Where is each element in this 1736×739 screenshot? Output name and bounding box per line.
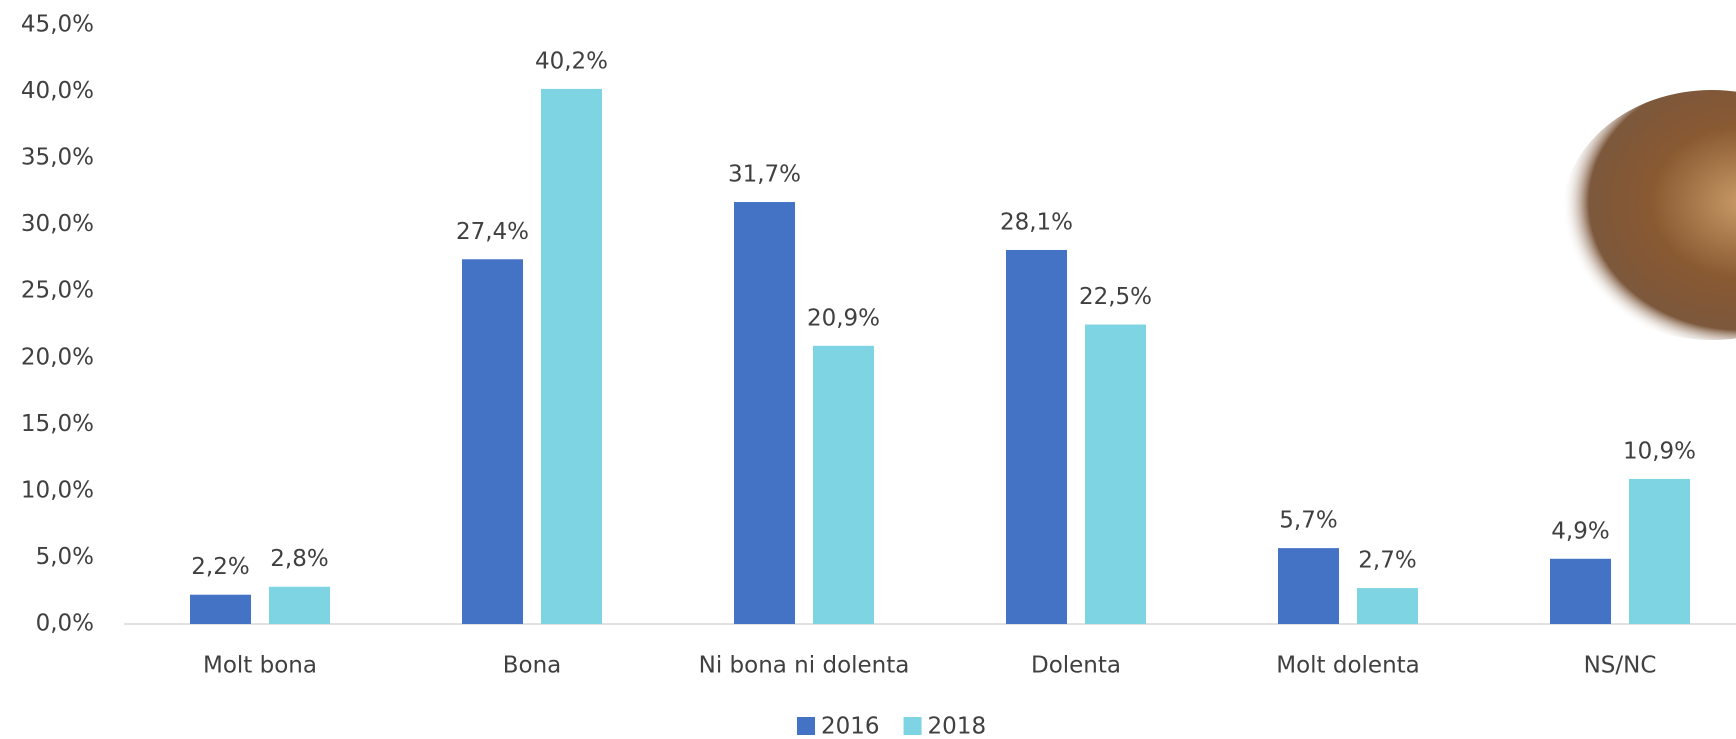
- value-label: 2,7%: [1358, 548, 1416, 574]
- value-label: 5,7%: [1279, 508, 1337, 534]
- y-tick-label: 40,0%: [21, 78, 94, 104]
- y-tick-label: 5,0%: [36, 544, 94, 570]
- x-tick-label: Bona: [503, 653, 562, 679]
- bar: [269, 587, 330, 624]
- bar: [734, 202, 795, 624]
- x-tick-label: Molt dolenta: [1276, 653, 1420, 679]
- value-label: 31,7%: [728, 162, 801, 188]
- y-tick-label: 15,0%: [21, 411, 94, 437]
- bar: [1006, 250, 1067, 624]
- legend-label: 2018: [928, 714, 987, 739]
- bar: [813, 346, 874, 624]
- bar: [462, 259, 523, 624]
- value-label: 27,4%: [456, 219, 529, 245]
- bar: [1085, 325, 1146, 625]
- x-tick-label: Molt bona: [203, 653, 317, 679]
- legend-label: 2016: [821, 714, 880, 739]
- y-tick-label: 35,0%: [21, 145, 94, 171]
- value-label: 20,9%: [807, 305, 880, 331]
- y-tick-label: 0,0%: [36, 611, 94, 637]
- x-tick-label: Dolenta: [1031, 653, 1121, 679]
- bar: [1278, 548, 1339, 624]
- x-tick-label: NS/NC: [1584, 653, 1657, 679]
- bar: [1629, 479, 1690, 624]
- y-tick-label: 20,0%: [21, 344, 94, 370]
- y-tick-label: 30,0%: [21, 211, 94, 237]
- bar: [1550, 559, 1611, 624]
- decorative-photo: [1562, 90, 1736, 340]
- x-tick-label: Ni bona ni dolenta: [699, 653, 910, 679]
- chart: 0,0% 5,0% 10,0% 15,0% 20,0% 25,0% 30,0% 35,0% 40…: [0, 0, 1736, 739]
- y-tick-label: 10,0%: [21, 477, 94, 503]
- bar: [541, 89, 602, 624]
- value-label: 10,9%: [1623, 438, 1696, 464]
- value-label: 40,2%: [535, 48, 608, 74]
- bar: [190, 595, 251, 624]
- value-label: 28,1%: [1000, 209, 1073, 235]
- y-tick-label: 25,0%: [21, 278, 94, 304]
- legend-swatch: [904, 717, 922, 735]
- value-label: 2,8%: [270, 546, 328, 572]
- value-label: 4,9%: [1551, 518, 1609, 544]
- legend-swatch: [797, 717, 815, 735]
- value-label: 22,5%: [1079, 284, 1152, 310]
- y-tick-label: 45,0%: [21, 12, 94, 38]
- value-label: 2,2%: [191, 554, 249, 580]
- bar: [1357, 588, 1418, 624]
